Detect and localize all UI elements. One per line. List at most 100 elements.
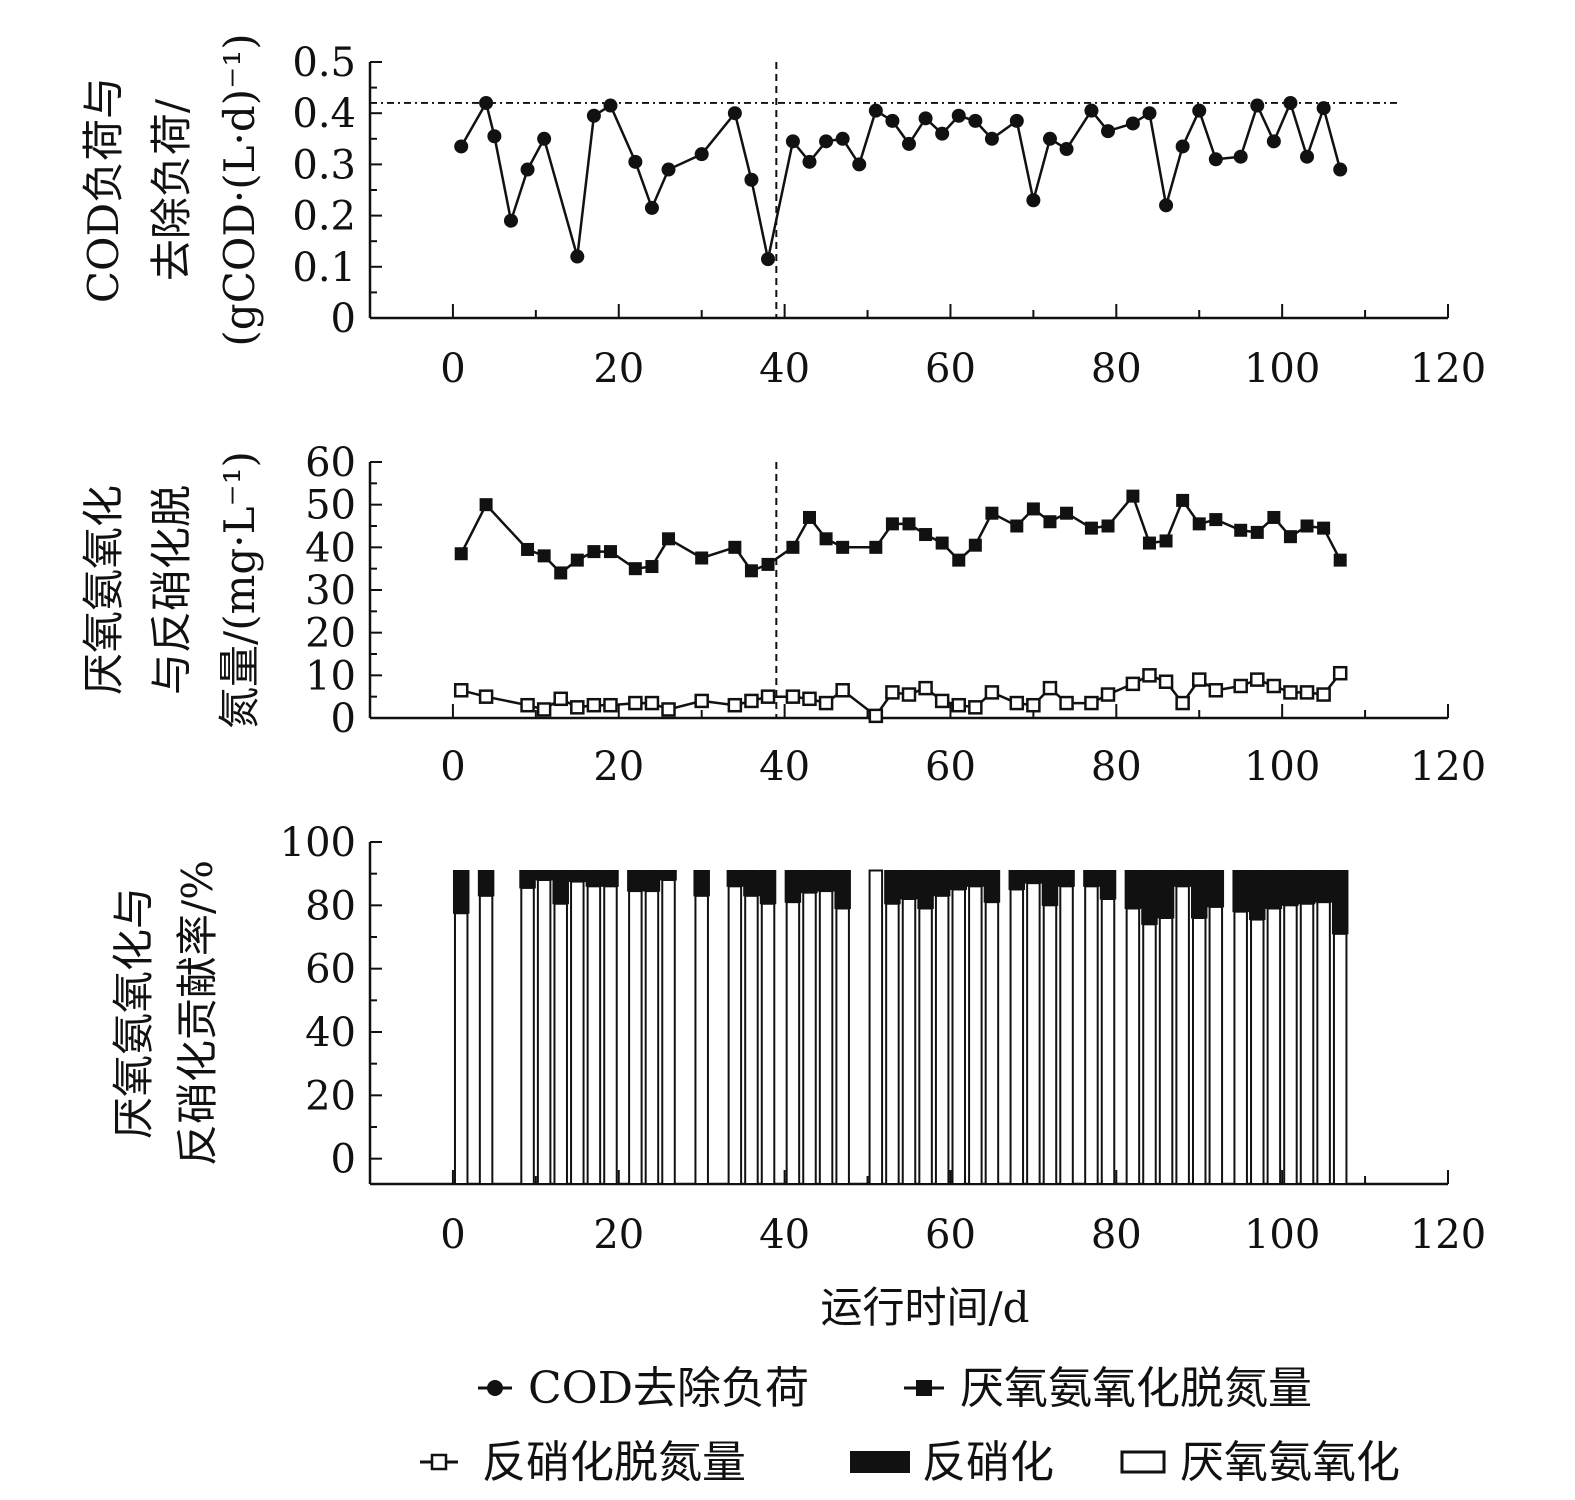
y-axis-title-line: COD负荷与 [79,77,128,303]
bar-denitrification [726,870,744,887]
bar-anammox [478,894,494,1185]
data-point [868,103,883,118]
data-point [1100,687,1116,702]
data-point [1059,142,1074,157]
data-point [1142,536,1156,550]
y-tick-label: 0 [331,696,356,742]
bar-anammox [1142,923,1157,1185]
y-axis-title-line: 与反硝化脱 [147,485,196,695]
data-point [901,687,917,702]
data-point [1010,519,1024,533]
bar-denitrification-gap [1172,870,1177,887]
y-tick-label: 0.4 [292,91,356,137]
bar-anammox [661,879,676,1185]
data-point [1026,193,1041,208]
data-point [587,545,601,559]
y-tick-label: 40 [305,525,356,571]
bar-anammox [1059,885,1074,1185]
bar-denitrification-gap [600,870,605,887]
data-point [1084,521,1098,535]
data-point [885,113,900,128]
bar-denitrification-gap [1205,870,1210,907]
data-point [760,689,776,704]
data-point [1233,149,1248,164]
data-point [761,557,775,571]
data-point [1042,680,1058,696]
data-point [1009,695,1025,711]
data-point [785,689,801,704]
data-point [802,510,816,524]
data-point [984,685,1000,700]
data-point [835,683,850,698]
y-axis-title-line: 反硝化贡献率/% [173,860,222,1166]
bar-anammox [1175,885,1190,1185]
data-point [819,134,834,149]
bar-anammox [1283,904,1298,1185]
bar-anammox [984,901,1000,1186]
bar-denitrification-gap [1296,870,1301,904]
data-point [968,113,983,128]
data-point [1192,517,1206,531]
bar-anammox [536,879,552,1185]
data-point [536,702,552,717]
bar-anammox [1125,907,1141,1185]
bar-denitrification [1041,870,1059,906]
data-point [1208,683,1224,698]
bar-anammox [1191,917,1207,1185]
legend-cod-marker [487,1380,503,1396]
data-point [1300,149,1315,164]
data-point [951,697,967,713]
bar-denitrification [552,870,569,905]
bar-denitrification-gap [1039,870,1044,884]
data-point [586,697,602,713]
bar-denitrification [535,870,553,881]
data-point [694,693,709,709]
data-point [1316,687,1331,702]
bar-denitrification [1099,870,1117,900]
data-point [603,697,618,713]
data-point [744,564,758,578]
x-tick-label: 100 [1244,1212,1320,1258]
y-axis-title-line: 厌氧氨氧化 [79,485,128,695]
data-point [1142,668,1157,683]
legend-denit-n-marker [430,1453,448,1471]
data-point [727,697,743,713]
bar-denitrification-gap [915,870,920,899]
data-point [1026,502,1040,516]
data-point [570,249,585,264]
data-point [835,131,850,146]
data-point [1084,103,1099,118]
data-point [1250,98,1265,113]
y-tick-label: 0.3 [292,142,356,188]
bar-anammox [586,885,602,1185]
contribution-rate-panel: 0 20 40 60 80 100 0 20 40 60 80 100 120 厌氧氨氧化与 反硝化贡献率/… [109,820,1486,1258]
x-tick-label: 100 [1244,346,1320,392]
x-tick-label: 100 [1244,744,1320,790]
x-tick-label: 20 [593,1212,644,1258]
data-point [1283,685,1298,700]
data-point [818,695,834,711]
x-tick-label: 120 [1410,1212,1486,1258]
data-point [1316,101,1331,116]
data-point [1084,695,1099,711]
y-tick-label: 20 [305,1073,356,1119]
bar-anammox [802,891,817,1186]
bar-denitrification [1298,870,1316,905]
y-tick-label: 40 [305,1010,356,1056]
bar-anammox [1158,917,1174,1185]
bar-denitrification [1331,870,1349,935]
data-point [537,549,551,563]
legend-item-anammox-pct: 厌氧氨氧化 [1120,1437,1400,1488]
bar-denitrification [1315,870,1332,903]
data-point [478,689,494,704]
bar-denitrification-gap [1329,870,1334,903]
data-point [761,252,776,267]
y-tick-label: 0 [331,296,356,342]
y-axis-title-line: 厌氧氨氧化与 [109,887,158,1139]
y-tick-label: 0.5 [292,40,356,86]
bar-denitrification [1232,870,1249,913]
y-tick-label: 0 [331,1137,356,1183]
data-point [1159,198,1174,213]
